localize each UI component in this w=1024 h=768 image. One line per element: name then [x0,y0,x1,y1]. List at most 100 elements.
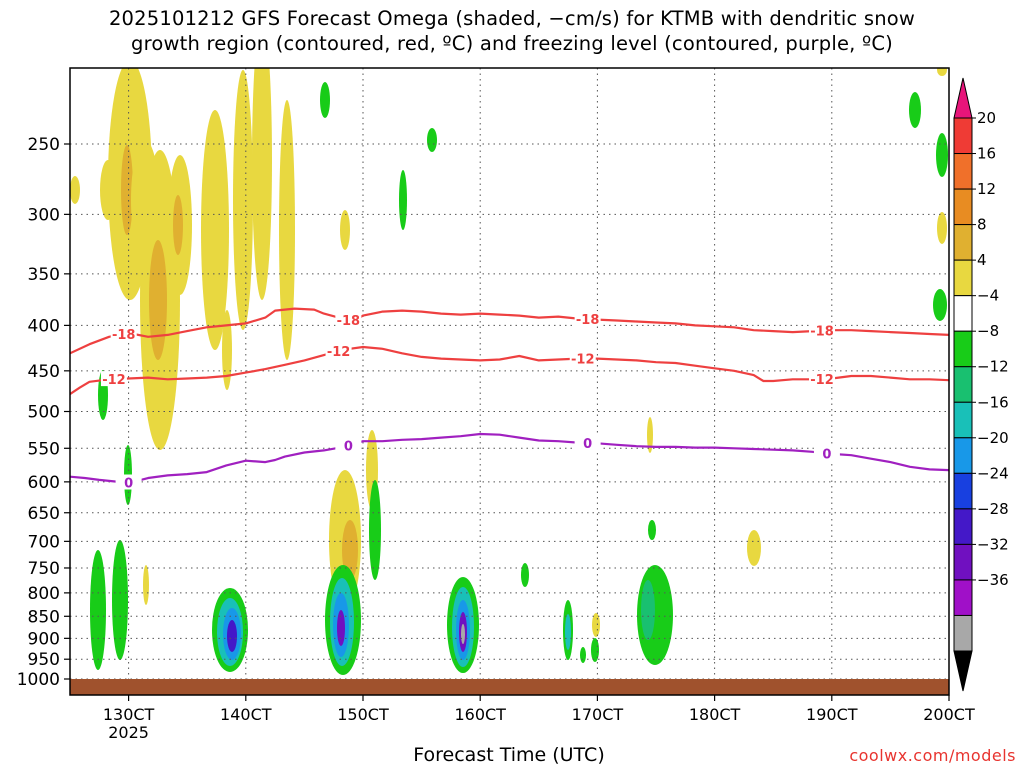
omega-cell [149,240,167,360]
y-tick-label: 850 [28,607,60,627]
colorbar-label: 20 [977,109,996,127]
colorbar-label: −16 [977,393,1009,411]
colorbar-label: −20 [977,429,1009,447]
omega-cell [427,128,437,152]
contour-label-bg [569,350,596,366]
colorbar-segment [953,543,973,581]
omega-cell [112,540,128,660]
omega-cell [252,68,272,300]
contour-minus12 [70,345,949,396]
omega-cell [227,620,237,652]
colorbar-label: −28 [977,500,1009,518]
omega-cell [592,613,600,637]
contour-label: 0 [344,439,353,454]
omega-cell [461,624,465,644]
omega-cell [933,289,947,321]
omega-cell [342,520,358,580]
x-tick-sublabel: 2025 [108,723,149,742]
contour-label-bg [110,325,137,341]
colorbar-label: 12 [977,180,996,198]
y-tick-label: 450 [28,362,60,382]
chart-title: 2025101212 GFS Forecast Omega (shaded, −… [0,6,1024,56]
omega-cell [937,68,947,76]
contour-label: -12 [571,353,595,368]
omega-cell [70,176,80,204]
contour-label-bg [335,312,362,328]
contour-label: -12 [327,345,351,360]
credit-link[interactable]: coolwx.com/models [849,746,1016,765]
x-tick-label: 130CT [103,705,155,724]
colorbar-label: −32 [977,535,1009,553]
x-tick-label: 190CT [806,705,858,724]
y-tick-label: 550 [28,439,60,459]
omega-cell [565,614,571,650]
title-line-1: 2025101212 GFS Forecast Omega (shaded, −… [108,7,916,30]
omega-cell [201,110,229,350]
colorbar-segment [953,153,973,190]
contour-label-bg [813,445,840,461]
omega-cell [641,580,655,640]
colorbar-segment [953,224,973,261]
omega-cell [173,195,183,255]
x-tick-label: 160CT [454,705,506,724]
colorbar-segment [953,295,973,332]
omega-cell [143,565,149,605]
title-line-2: growth region (contoured, red, ºC) and f… [131,32,893,55]
omega-cell [279,100,295,360]
omega-cell [580,647,586,663]
omega-cell [647,417,653,453]
colorbar-label: −8 [977,322,999,340]
y-tick-label: 950 [28,650,60,670]
contour-label-bg [335,437,362,453]
omega-cell [337,610,345,646]
y-tick-label: 650 [28,504,60,524]
contour-label: -18 [810,325,834,340]
contour-label: 0 [583,437,592,452]
colorbar-top-arrow [953,77,973,119]
plot-frame [69,67,950,696]
x-tick-label: 170CT [572,705,624,724]
contour-label-bg [574,311,601,327]
contour-label-bg [809,322,836,338]
omega-cell [909,92,921,128]
contour-label: -18 [112,328,136,343]
grid-lines [70,68,949,695]
omega-cell [399,170,407,230]
surface-ground [70,679,949,695]
contour-label: -12 [102,373,126,388]
colorbar-segment [953,472,973,510]
contour-label-bg [100,371,127,387]
omega-cell [747,530,761,566]
omega-cell [369,480,381,580]
colorbar-segment [953,117,973,155]
omega-cell [121,145,133,235]
colorbar-segment [953,330,973,368]
colorbar-segment [953,259,973,297]
omega-cell [591,638,599,662]
omega-cell [320,82,330,118]
colorbar-segment [953,188,973,226]
contour-label: -18 [576,313,600,328]
y-tick-label: 500 [28,403,60,423]
colorbar-label: −36 [977,571,1009,589]
colorbar-segment [953,401,973,439]
colorbar-segment [953,437,973,474]
contour-label: 0 [822,447,831,462]
contour-label-bg [809,370,836,386]
omega-cell [100,160,116,220]
omega-cell [222,310,232,390]
omega-cell [233,70,253,330]
x-tick-label: 150CT [337,705,389,724]
x-tick-label: 140CT [220,705,272,724]
colorbar-segment [953,579,973,616]
colorbar-segment [953,614,973,652]
omega-colorbar: 20 16 12 8 4 −4 −8 −12 −16 −20 −24 −28 −32 −36 [953,77,1009,692]
omega-shading [70,68,948,675]
omega-cell [521,563,529,587]
contour-label: 0 [124,477,133,492]
contour-label-bg [115,474,142,490]
contour-minus18 [70,307,949,355]
x-axis-label: Forecast Time (UTC) [413,744,605,766]
contour-label: -18 [337,314,361,329]
